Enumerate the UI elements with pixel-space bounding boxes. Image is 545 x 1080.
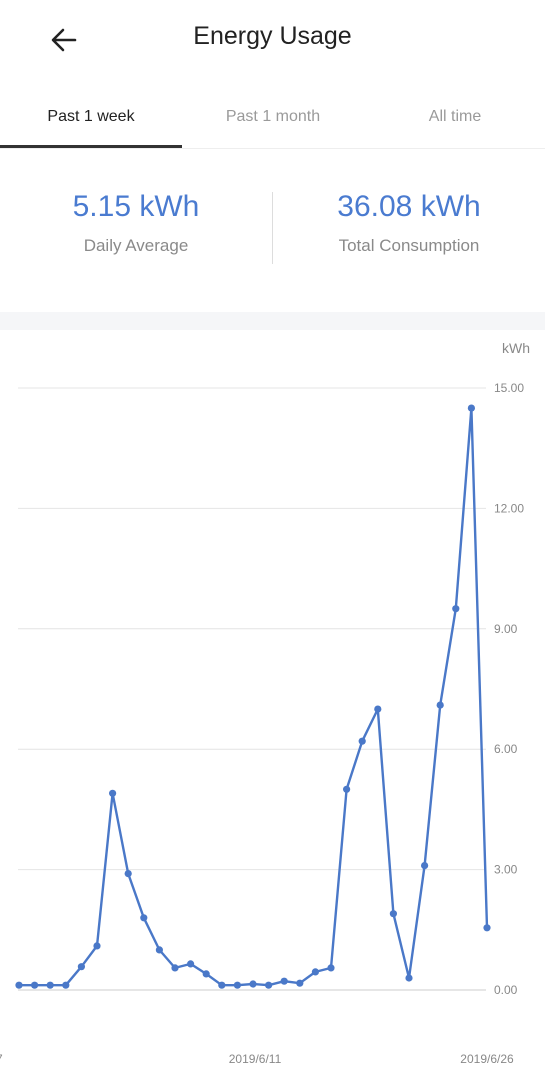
y-tick-label: 6.00 (494, 742, 518, 756)
data-point (249, 980, 257, 988)
data-point (389, 910, 397, 918)
data-point (124, 870, 132, 878)
data-point (109, 789, 117, 797)
data-point (171, 964, 179, 972)
back-button[interactable] (44, 20, 84, 60)
data-point (436, 701, 444, 709)
stats-summary: 5.15 kWh Daily Average 36.08 kWh Total C… (0, 180, 545, 280)
y-tick-label: 0.00 (494, 983, 518, 997)
stats-divider (272, 192, 273, 264)
daily-average-stat: 5.15 kWh Daily Average (0, 190, 272, 256)
data-point (77, 963, 85, 971)
data-point (30, 981, 39, 989)
arrow-left-icon (51, 28, 77, 52)
y-tick-label: 12.00 (494, 501, 524, 515)
y-tick-label: 3.00 (494, 863, 518, 877)
daily-average-value: 5.15 kWh (72, 190, 200, 223)
total-consumption-stat: 36.08 kWh Total Consumption (273, 190, 545, 256)
data-point (405, 974, 413, 982)
data-point (452, 605, 460, 613)
y-tick-label: 15.00 (494, 381, 524, 395)
period-tabs: Past 1 week Past 1 month All time (0, 88, 545, 149)
app-header: Energy Usage (0, 0, 545, 80)
data-point (265, 981, 273, 989)
data-point (296, 979, 304, 987)
section-separator (0, 312, 545, 330)
daily-average-label: Daily Average (83, 236, 189, 255)
page-title: Energy Usage (193, 22, 352, 50)
data-point (421, 862, 429, 870)
data-point (233, 981, 241, 989)
data-point (15, 981, 23, 989)
data-point (93, 942, 101, 950)
energy-usage-chart: kWh 0.00 3.00 6.00 9.00 12.00 15.00 2019/5/27 20… (0, 340, 530, 1066)
tab-past-1-month[interactable]: Past 1 month (225, 108, 321, 125)
data-point (202, 970, 210, 978)
data-point (155, 946, 163, 954)
x-tick-label: 2019/6/26 (460, 1052, 514, 1066)
series-line (19, 406, 489, 987)
data-point (62, 981, 70, 989)
data-point (374, 705, 382, 713)
data-point (327, 964, 335, 972)
total-consumption-value: 36.08 kWh (337, 190, 481, 223)
data-point (140, 914, 148, 922)
x-tick-label: 2019/5/27 (0, 1052, 3, 1066)
data-point (46, 981, 54, 989)
data-point (343, 785, 351, 793)
data-point (280, 977, 288, 985)
data-point (358, 737, 366, 745)
tab-all-time[interactable]: All time (428, 108, 482, 125)
data-point (218, 981, 226, 989)
total-consumption-label: Total Consumption (338, 236, 480, 255)
y-tick-label: 9.00 (494, 622, 518, 636)
data-point (467, 404, 475, 412)
y-axis-unit-label: kWh (502, 340, 530, 356)
data-point (187, 960, 195, 968)
data-point (311, 968, 319, 976)
active-tab-indicator (0, 145, 182, 148)
tab-past-1-week[interactable]: Past 1 week (47, 108, 135, 125)
x-tick-label: 2019/6/11 (229, 1052, 282, 1066)
data-point (483, 924, 491, 932)
